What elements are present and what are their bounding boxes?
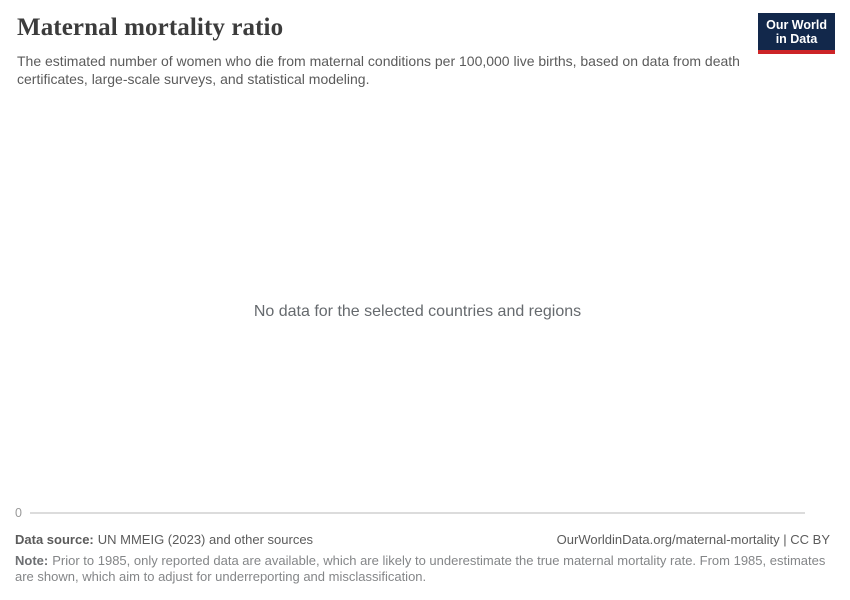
citation-link[interactable]: OurWorldinData.org/maternal-mortality | … [556,532,830,547]
data-source-label: Data source: [15,532,94,547]
data-source-line: Data source: UN MMEIG (2023) and other so… [15,532,313,547]
owid-logo-line2: in Data [775,32,818,46]
footer-note: Note: Prior to 1985, only reported data a… [15,553,835,585]
footer-source-row: Data source: UN MMEIG (2023) and other so… [15,532,830,547]
note-label: Note: [15,553,49,568]
no-data-message: No data for the selected countries and r… [253,303,582,320]
owid-logo-line1: Our World [766,18,827,32]
data-source-value[interactable]: UN MMEIG (2023) and other sources [97,532,314,547]
note-text: Prior to 1985, only reported data are av… [15,553,826,584]
x-axis-baseline [30,512,805,514]
y-axis-tick-label: 0 [15,506,22,520]
chart-subtitle: The estimated number of women who die fr… [17,53,740,87]
chart-title: Maternal mortality ratio [17,14,284,41]
chart-plot-area: No data for the selected countries and r… [0,95,835,510]
owid-logo[interactable]: Our World in Data [758,13,835,54]
